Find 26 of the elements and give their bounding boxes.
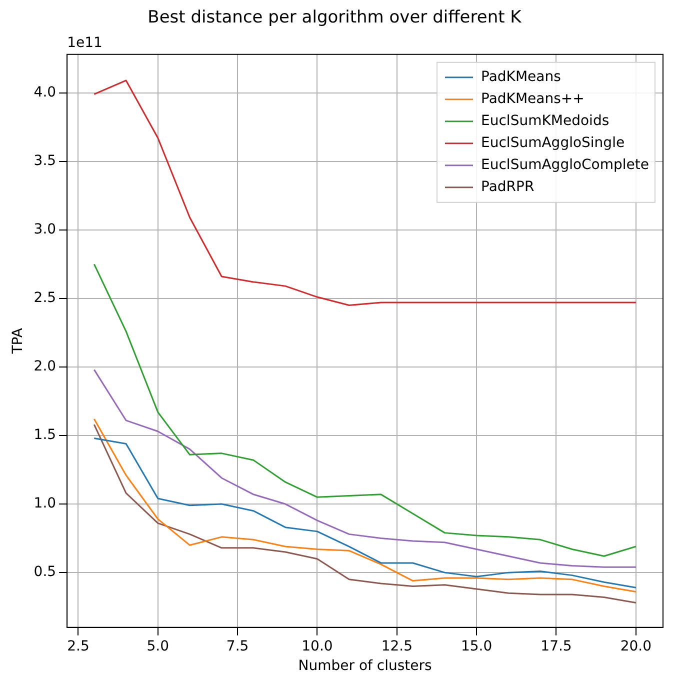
y-tick-label: 4.0 bbox=[34, 84, 56, 100]
y-tick-label: 3.5 bbox=[34, 152, 56, 169]
y-tick-label: 1.5 bbox=[34, 427, 56, 444]
y-tick-label: 0.5 bbox=[34, 564, 56, 580]
y-tick-label: 1.0 bbox=[34, 496, 56, 512]
x-tick-label: 17.5 bbox=[540, 638, 572, 654]
x-axis-title: Number of clusters bbox=[298, 658, 432, 674]
x-tick-label: 10.0 bbox=[302, 638, 333, 654]
chart-title: Best distance per algorithm over different K bbox=[148, 8, 522, 28]
legend-label: PadRPR bbox=[481, 179, 534, 196]
legend-label: PadKMeans++ bbox=[481, 91, 584, 108]
legend-label: EuclSumAggloSingle bbox=[481, 135, 625, 152]
x-tick-label: 5.0 bbox=[146, 638, 170, 654]
x-tick-label: 2.5 bbox=[67, 638, 90, 654]
x-tick-label: 12.5 bbox=[381, 638, 412, 654]
y-tick-label: 2.0 bbox=[34, 358, 56, 375]
legend-label: EuclSumAggloComplete bbox=[481, 157, 650, 174]
y-tick-label: 2.5 bbox=[34, 290, 56, 306]
legend-label: PadKMeans bbox=[481, 69, 561, 86]
x-tick-label: 20.0 bbox=[620, 638, 652, 654]
y-tick-label: 3.0 bbox=[34, 222, 56, 238]
y-axis-title: TPA bbox=[10, 328, 26, 355]
x-tick-label: 7.5 bbox=[226, 638, 249, 654]
legend-label: EuclSumKMedoids bbox=[481, 113, 610, 130]
text: 1e11 bbox=[67, 35, 102, 52]
x-tick-label: 15.0 bbox=[460, 638, 492, 654]
